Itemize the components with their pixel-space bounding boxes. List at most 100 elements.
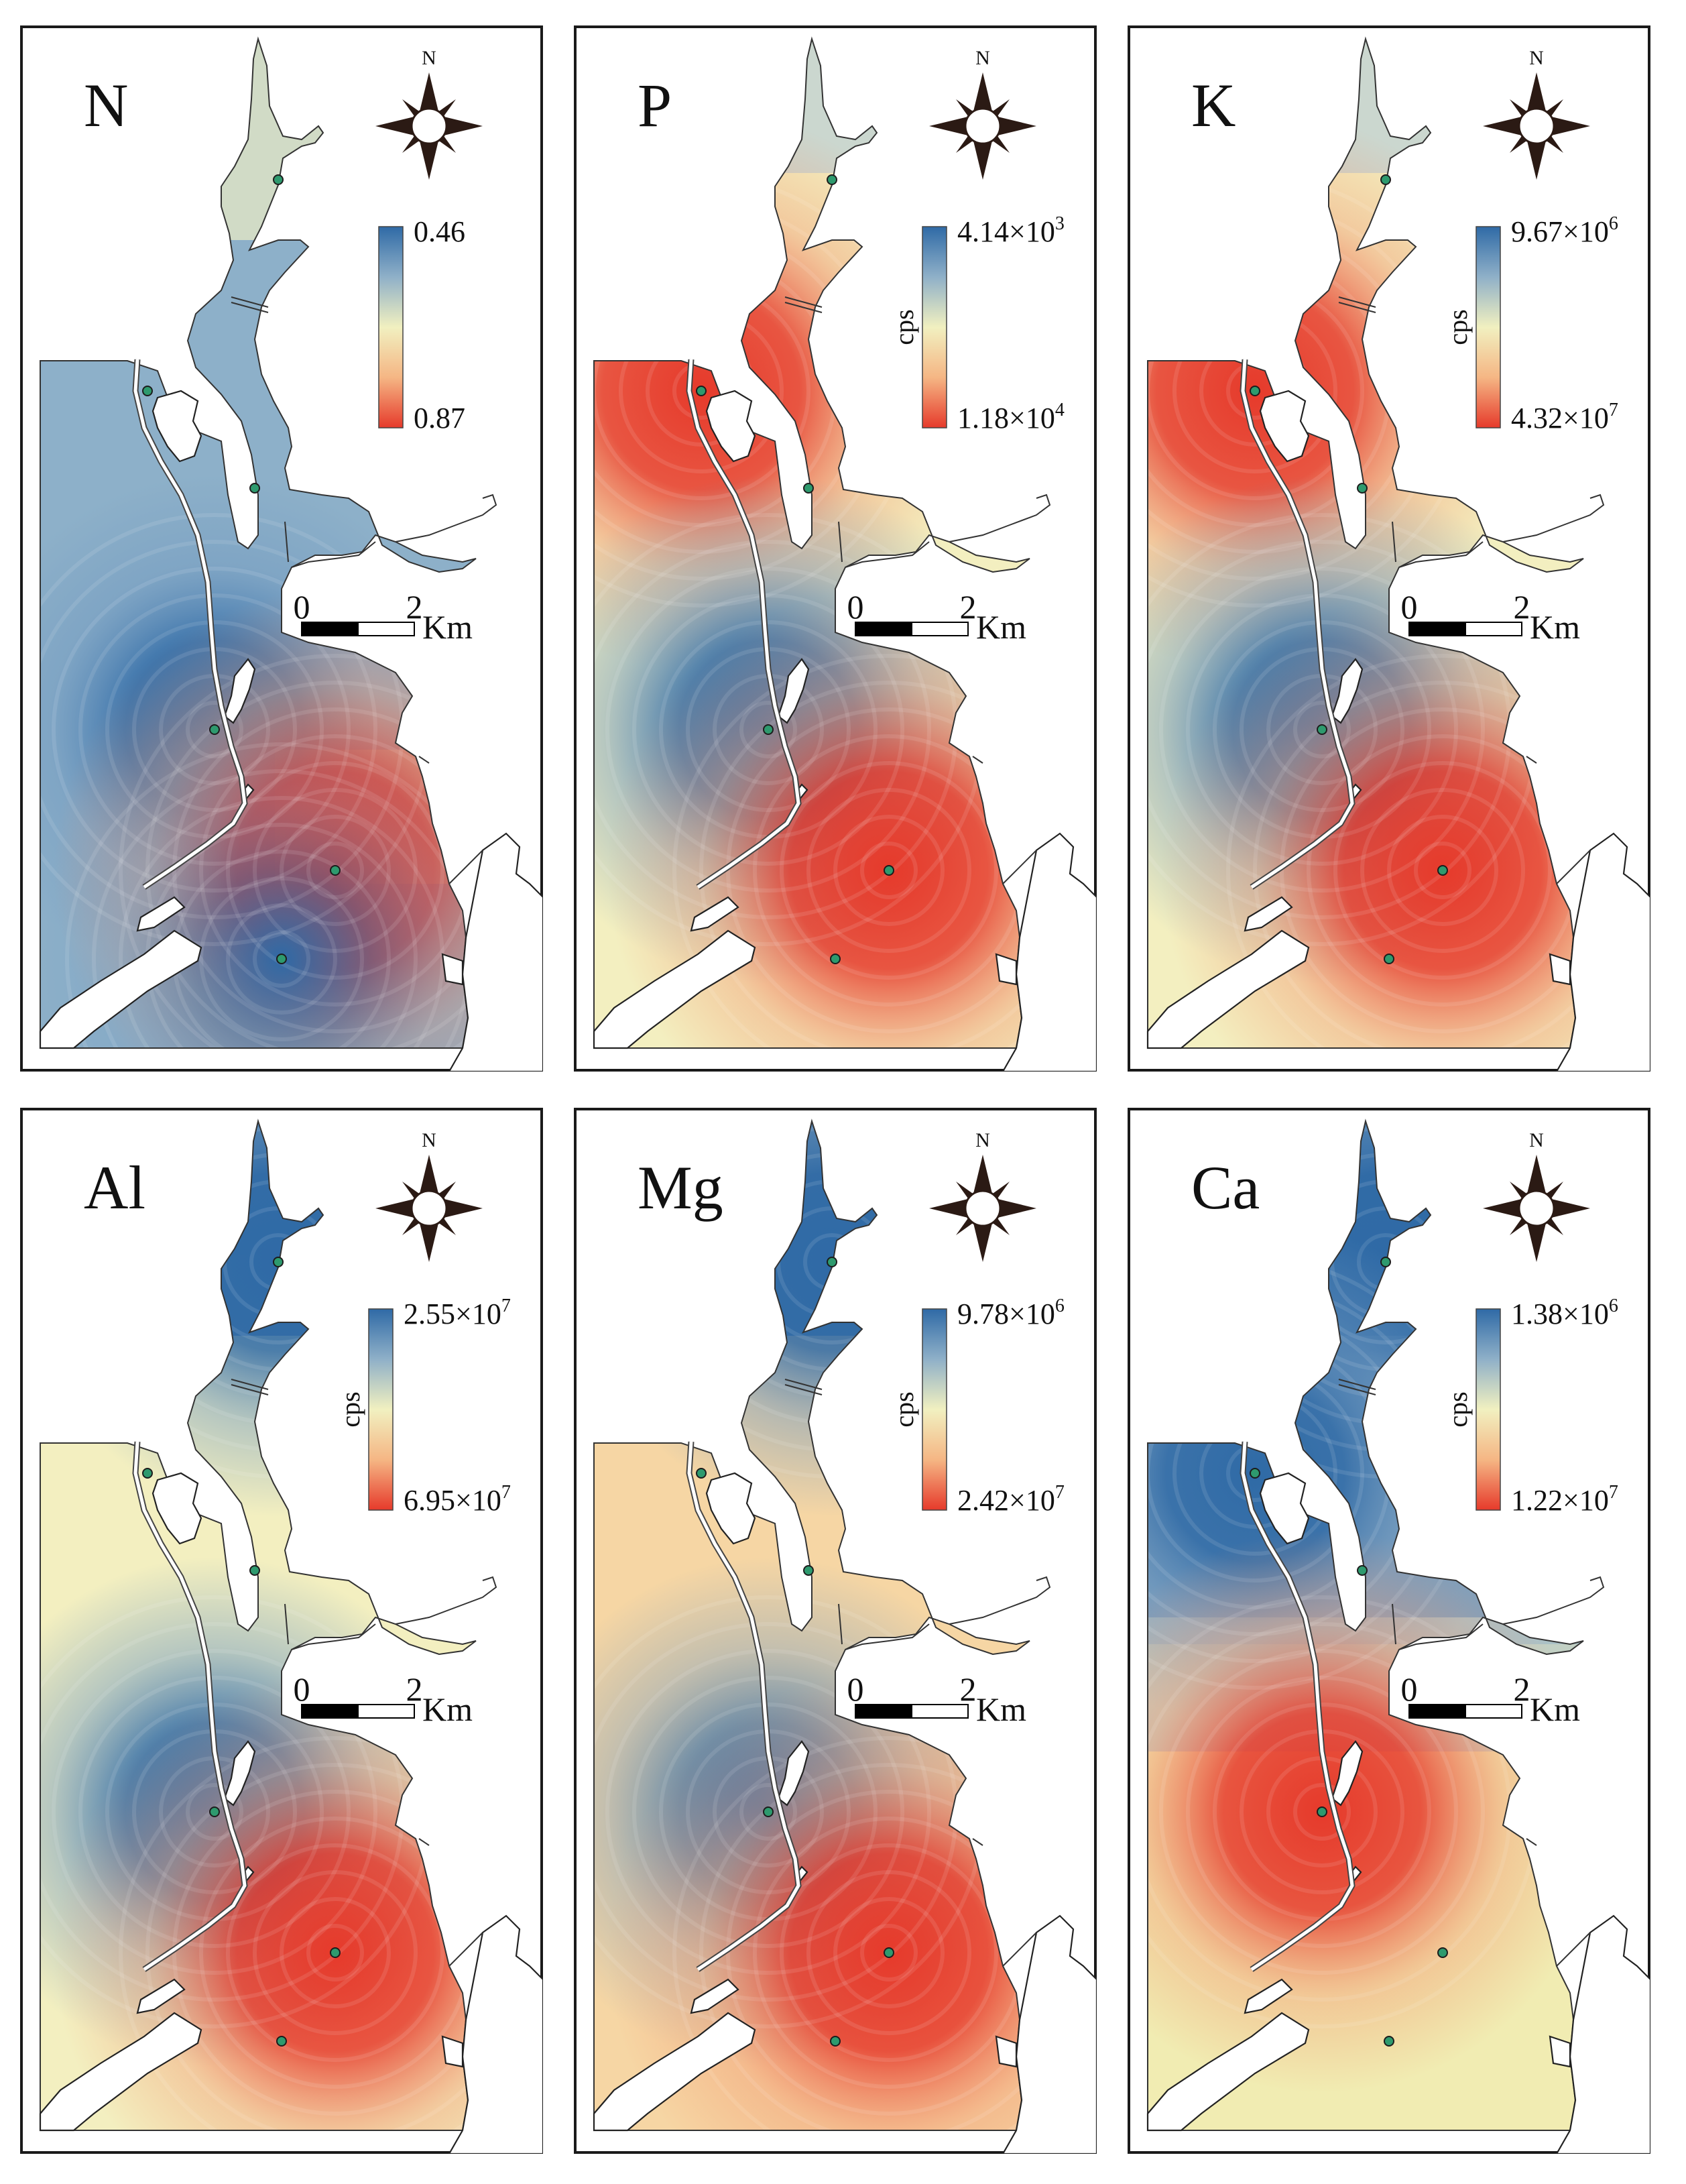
island-4	[39, 2012, 202, 2132]
map-svg-mg: Mg N 9.78×106 2.42×107 cps 0 2Km	[574, 1108, 1097, 2154]
element-label: Ca	[1191, 1153, 1260, 1222]
scale-bar-unit: Km	[422, 608, 473, 646]
sampling-site	[884, 865, 894, 876]
legend-min-label: 1.18×104	[957, 400, 1065, 435]
sampling-site	[276, 954, 287, 964]
scale-bar-end: 2	[960, 588, 977, 626]
sampling-site	[1380, 174, 1391, 185]
island-1	[705, 1472, 756, 1545]
scale-bar-black	[302, 1705, 358, 1718]
scale-bar-black	[855, 622, 912, 636]
sampling-site	[1317, 724, 1327, 735]
island-1	[1259, 390, 1310, 463]
map-panel-mg: Mg N 9.78×106 2.42×107 cps 0 2 Km	[574, 1108, 1097, 2154]
sampling-site	[884, 1947, 894, 1958]
map-svg-p: P N 4.14×103 1.18×104 cps 0 2Km	[574, 25, 1097, 1072]
map-panel-ca: Ca N 1.38×106 1.22×107 cps 0 2 Km	[1128, 1108, 1650, 2154]
sampling-site	[1250, 386, 1260, 396]
island-4	[1146, 929, 1310, 1049]
land-east-2	[441, 953, 464, 986]
island-2	[777, 1740, 810, 1806]
map-svg-k: K N 9.67×106 4.32×107 cps 0 2Km	[1128, 25, 1650, 1072]
legend-min-label: 2.42×107	[957, 1482, 1065, 1517]
map-svg-n: N N 0.46 0.87 0 2Km	[20, 25, 543, 1072]
scale-bar-unit: Km	[976, 608, 1026, 646]
north-arrow-icon: N	[375, 47, 483, 180]
element-label: Al	[84, 1153, 145, 1222]
unit-label: cps	[889, 309, 919, 345]
sampling-site	[696, 386, 707, 396]
legend-max-label: 2.55×107	[404, 1296, 511, 1330]
sampling-site	[249, 483, 260, 494]
scale-bar-unit: Km	[1530, 1690, 1580, 1728]
sampling-site	[1384, 954, 1394, 964]
island-5	[1244, 1978, 1293, 2014]
sampling-site	[1380, 1257, 1391, 1267]
sampling-site	[803, 1565, 814, 1576]
map-panel-p: P N 4.14×103 1.18×104 cps 0 2 Km	[574, 25, 1097, 1072]
scale-bar-black	[302, 622, 358, 636]
map-panel-k: K N 9.67×106 4.32×107 cps 0 2 Km	[1128, 25, 1650, 1072]
island-5	[136, 1978, 186, 2014]
sampling-site	[1437, 865, 1448, 876]
sampling-site	[1357, 1565, 1368, 1576]
scale-bar-black	[1409, 622, 1465, 636]
bridge	[231, 296, 269, 308]
north-arrow-icon: N	[1483, 1129, 1590, 1262]
legend-color-ramp	[1476, 1308, 1501, 1511]
legend-max-label: 0.46	[414, 215, 465, 248]
sampling-site	[830, 2036, 841, 2047]
sampling-site	[330, 865, 341, 876]
element-label: N	[84, 71, 128, 139]
sampling-site	[830, 954, 841, 964]
sampling-site	[696, 1468, 707, 1479]
land-east-2	[1549, 953, 1571, 986]
sampling-site	[142, 386, 153, 396]
bridge	[231, 1379, 269, 1390]
scale-bar-end: 2	[1514, 1670, 1530, 1708]
sampling-site	[273, 1257, 284, 1267]
scale-bar-black	[855, 1705, 912, 1718]
north-label: N	[422, 1129, 436, 1151]
north-arrow-icon: N	[375, 1129, 483, 1262]
island-2	[223, 658, 256, 724]
legend-min-label: 0.87	[414, 402, 465, 435]
sampling-site	[827, 174, 837, 185]
island-5	[136, 896, 186, 932]
shoreline	[40, 1118, 477, 2131]
scale-bar-end: 2	[960, 1670, 977, 1708]
island-5	[690, 1978, 739, 2014]
island-1	[1259, 1472, 1310, 1545]
sampling-site	[209, 1806, 220, 1817]
sampling-site	[827, 1257, 837, 1267]
map-svg-ca: Ca N 1.38×106 1.22×107 cps 0 2Km	[1128, 1108, 1650, 2154]
scale-bar-start: 0	[294, 588, 310, 626]
sampling-site	[273, 174, 284, 185]
unit-label: cps	[1443, 1391, 1473, 1427]
land-east-2	[441, 2035, 464, 2068]
map-svg-al: Al N 2.55×107 6.95×107 cps 0 2Km	[20, 1108, 543, 2154]
bridge	[784, 296, 823, 308]
scale-bar-start: 0	[1401, 1670, 1418, 1708]
north-label: N	[975, 1129, 990, 1151]
scale-bar-end: 2	[406, 1670, 423, 1708]
north-arrow-icon: N	[929, 47, 1036, 180]
scale-bar-end: 2	[1514, 588, 1530, 626]
unit-label: cps	[335, 1391, 365, 1427]
island-2	[1331, 658, 1364, 724]
land-east-2	[1549, 2035, 1571, 2068]
island-5	[1244, 896, 1293, 932]
sampling-site	[1357, 483, 1368, 494]
bridge	[784, 1379, 823, 1390]
legend-color-ramp	[922, 1308, 947, 1511]
sampling-site	[763, 1806, 774, 1817]
sampling-site	[803, 483, 814, 494]
island-4	[39, 929, 202, 1049]
bridge	[1338, 296, 1376, 308]
sampling-site	[276, 2036, 287, 2047]
scale-bar-start: 0	[847, 1670, 864, 1708]
sampling-site	[1437, 1947, 1448, 1958]
scale-bar-start: 0	[1401, 588, 1418, 626]
scale-bar-end: 2	[406, 588, 423, 626]
